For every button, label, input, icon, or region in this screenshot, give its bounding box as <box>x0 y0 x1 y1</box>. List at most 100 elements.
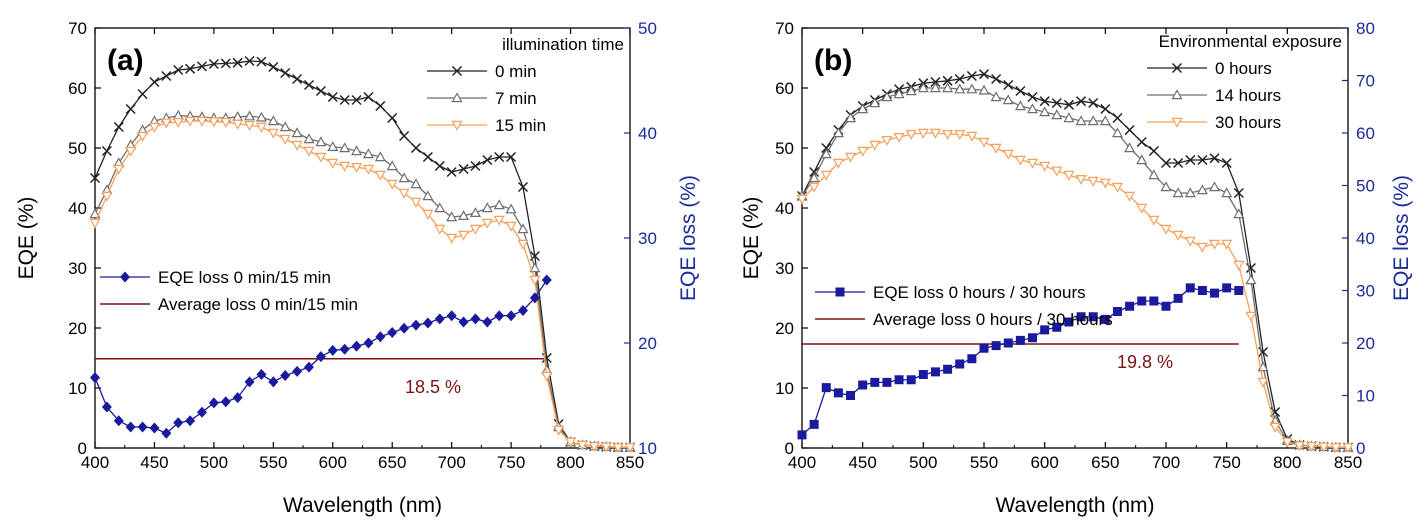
y-tick-label: 20 <box>68 319 87 338</box>
data-point <box>1197 154 1208 166</box>
legend-swatch-marker <box>1171 117 1183 128</box>
data-point <box>857 146 869 157</box>
data-point <box>434 160 445 172</box>
data-point <box>315 85 326 97</box>
data-point <box>955 359 965 369</box>
data-point <box>1196 184 1208 195</box>
data-point <box>303 133 315 144</box>
data-point <box>870 377 880 387</box>
data-point <box>1210 288 1220 298</box>
data-point <box>232 57 243 68</box>
legend-entry-label: Average loss 0 min/15 min <box>158 295 358 314</box>
data-point <box>600 442 612 453</box>
data-point <box>280 370 291 382</box>
data-point <box>374 151 386 162</box>
data-point <box>351 94 362 106</box>
data-point <box>882 377 892 387</box>
data-point <box>410 142 422 154</box>
data-point <box>1027 158 1039 169</box>
data-point <box>905 85 917 96</box>
data-point <box>881 136 893 146</box>
data-point <box>1233 208 1245 219</box>
data-point <box>1028 333 1038 343</box>
data-point <box>470 313 481 325</box>
data-point <box>1075 115 1087 126</box>
series-line-2 <box>94 120 630 449</box>
data-point <box>327 344 338 356</box>
x-tick-label: 750 <box>497 453 525 472</box>
data-point <box>339 142 351 153</box>
y-tick-label: 10 <box>68 379 87 398</box>
data-point <box>541 274 552 286</box>
legend-entry-label: 7 min <box>495 89 537 108</box>
data-point <box>267 115 279 126</box>
data-point <box>125 103 136 115</box>
data-point <box>954 83 966 94</box>
data-point <box>244 376 255 388</box>
data-point <box>256 369 267 380</box>
data-point <box>482 316 493 328</box>
y-right-tick-label: 20 <box>638 334 657 353</box>
legend-title: Environmental exposure <box>1159 32 1342 51</box>
data-point <box>821 383 831 393</box>
chart-panel-b: 400 450 500 550 600 650 700 750 800 8500102030405… <box>740 19 1413 517</box>
series-line-0 <box>94 60 630 449</box>
x-tick-label: 650 <box>1091 453 1119 472</box>
data-point <box>1063 170 1075 181</box>
x-axis-title: Wavelength (nm) <box>283 494 442 517</box>
data-point <box>1172 230 1184 241</box>
data-point <box>446 310 457 322</box>
data-point <box>845 152 857 163</box>
y-axis-title: EQE (%) <box>15 197 38 280</box>
x-tick-label: 700 <box>437 453 465 472</box>
data-point <box>1196 242 1208 253</box>
data-point <box>808 182 820 193</box>
data-point <box>833 388 843 398</box>
data-point <box>541 371 553 382</box>
x-tick-label: 600 <box>1030 453 1058 472</box>
data-point <box>1136 154 1148 165</box>
data-point <box>1221 239 1233 250</box>
data-point <box>1124 191 1136 202</box>
data-point <box>1099 178 1111 189</box>
data-point <box>137 131 149 142</box>
data-point <box>869 97 881 108</box>
data-point <box>161 427 172 439</box>
data-point <box>315 136 327 147</box>
x-tick-label: 500 <box>200 453 228 472</box>
data-point <box>1027 103 1039 114</box>
x-tick-label: 600 <box>319 453 347 472</box>
x-tick-label: 850 <box>1334 453 1362 472</box>
data-point <box>1293 441 1305 452</box>
data-point <box>1003 338 1013 348</box>
data-point <box>588 442 600 452</box>
data-point <box>553 425 565 436</box>
data-point <box>1063 112 1075 123</box>
data-point <box>990 91 1002 102</box>
data-point <box>506 310 517 322</box>
data-point <box>410 197 422 208</box>
data-point <box>255 111 267 122</box>
data-point <box>518 304 528 316</box>
data-point <box>268 376 279 388</box>
data-point <box>1136 203 1148 214</box>
data-point <box>89 208 101 219</box>
data-point <box>399 322 410 334</box>
data-point <box>1160 181 1172 192</box>
data-point <box>893 133 905 143</box>
y-right-tick-label: 30 <box>638 229 657 248</box>
data-point <box>220 118 232 128</box>
average-annotation: 19.8 % <box>1117 352 1173 372</box>
legend-swatch-marker <box>451 120 463 131</box>
y-tick-label: 60 <box>775 79 794 98</box>
data-point <box>857 103 869 114</box>
data-point <box>220 396 231 408</box>
data-point <box>917 82 929 93</box>
data-point <box>267 128 279 139</box>
data-point <box>327 91 338 103</box>
legend-entry-label: 15 min <box>495 116 546 135</box>
data-point <box>1039 96 1050 107</box>
y-tick-label: 60 <box>68 79 87 98</box>
data-point <box>458 210 470 220</box>
data-point <box>1160 157 1172 169</box>
